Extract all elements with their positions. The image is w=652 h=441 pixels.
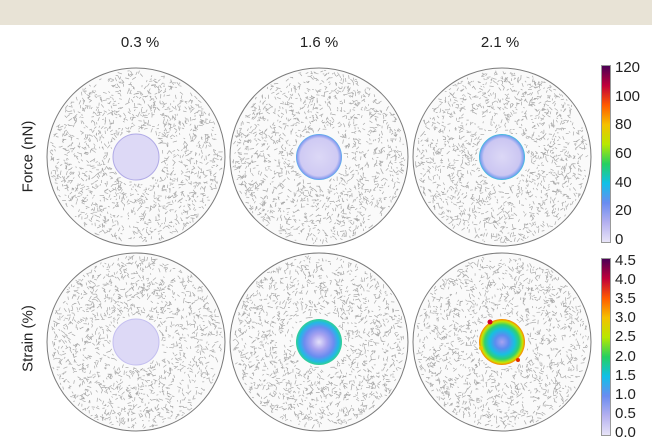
inclusion [296, 319, 342, 365]
panel-strain-2.1 [412, 252, 592, 432]
colorbar-tick: 1.5 [615, 366, 636, 384]
panel-strain-0.3 [46, 252, 226, 432]
colorbar-tick: 20 [615, 202, 632, 220]
inclusion [479, 134, 525, 180]
colorbar-tick: 2.0 [615, 347, 636, 365]
panel-force-0.3 [46, 67, 226, 247]
colorbar-tick: 3.5 [615, 290, 636, 308]
colorbar-tick: 0.5 [615, 404, 636, 422]
colorbar-tick: 80 [615, 116, 632, 134]
colorbar-tick: 3.0 [615, 309, 636, 327]
panel-strain-1.6 [229, 252, 409, 432]
row-label-strain: Strain (%) [19, 305, 37, 372]
colorbar-tick: 120 [615, 59, 641, 76]
colorbar-tick: 40 [615, 173, 632, 191]
colorbar-tick: 0 [615, 231, 624, 248]
inclusion [296, 134, 342, 180]
fiber-network [49, 70, 223, 242]
colorbar-tick: 1.0 [615, 385, 636, 403]
fiber-network [416, 256, 589, 429]
colorbar-tick: 60 [615, 145, 632, 162]
colorbar-force [601, 65, 611, 243]
inclusion [112, 133, 160, 181]
colorbar-tick: 4.5 [615, 252, 636, 269]
colorbar-strain [601, 258, 611, 436]
panel-force-1.6 [229, 67, 409, 247]
fiber-network [232, 69, 406, 244]
hotspot [487, 319, 493, 325]
colorbar-tick: 100 [615, 87, 641, 105]
header-band [0, 0, 652, 25]
fiber-network [415, 70, 589, 244]
row-label-force: Force (nN) [19, 120, 37, 193]
colorbar-tick: 0.0 [615, 424, 636, 441]
column-label-3: 2.1 % [480, 34, 520, 51]
fiber-network [232, 255, 405, 429]
panel-force-2.1 [412, 67, 592, 247]
hotspot [479, 346, 483, 350]
inclusion [112, 318, 160, 366]
colorbar-tick: 2.5 [615, 328, 636, 346]
hotspot [516, 358, 520, 362]
column-label-1: 0.3 % [120, 34, 160, 51]
fiber-network [51, 255, 223, 429]
colorbar-tick: 4.0 [615, 271, 636, 289]
column-label-2: 1.6 % [299, 34, 339, 51]
inclusion [479, 319, 525, 365]
